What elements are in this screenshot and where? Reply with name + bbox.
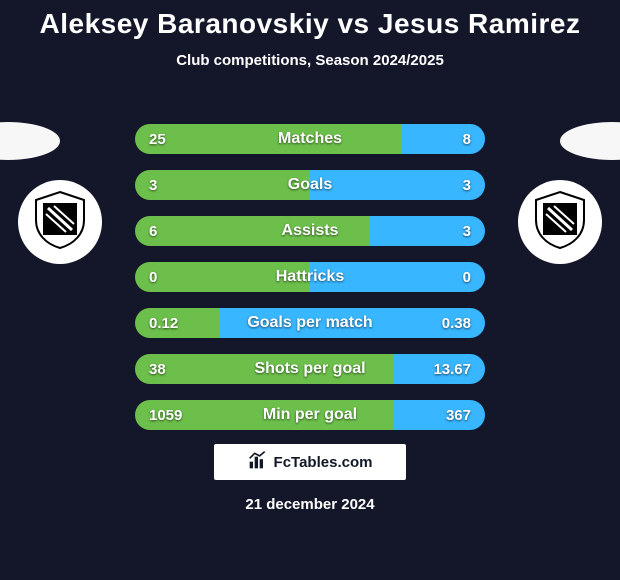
club-crest-icon	[30, 190, 90, 255]
chart-icon	[248, 450, 268, 475]
page-title: Aleksey Baranovskiy vs Jesus Ramirez	[0, 0, 620, 40]
footer-date: 21 december 2024	[0, 496, 620, 513]
left-player-ellipse	[0, 122, 60, 160]
left-club-badge	[18, 180, 102, 264]
right-club-badge	[518, 180, 602, 264]
stat-label: Goals	[135, 170, 485, 200]
brand-badge: FcTables.com	[214, 444, 406, 480]
stat-label: Hattricks	[135, 262, 485, 292]
stat-row: 63Assists	[135, 216, 485, 246]
right-player-ellipse	[560, 122, 620, 160]
stat-label: Goals per match	[135, 308, 485, 338]
stat-row: 1059367Min per goal	[135, 400, 485, 430]
stat-label: Matches	[135, 124, 485, 154]
stat-row: 258Matches	[135, 124, 485, 154]
stat-row: 0.120.38Goals per match	[135, 308, 485, 338]
page-subtitle: Club competitions, Season 2024/2025	[0, 52, 620, 69]
stats-bars: 258Matches 33Goals 63Assists 00Hattricks 0.1…	[135, 124, 485, 446]
stat-row: 00Hattricks	[135, 262, 485, 292]
stat-label: Assists	[135, 216, 485, 246]
stat-row: 33Goals	[135, 170, 485, 200]
club-crest-icon	[530, 190, 590, 255]
stat-label: Min per goal	[135, 400, 485, 430]
brand-text: FcTables.com	[274, 454, 373, 471]
stat-row: 3813.67Shots per goal	[135, 354, 485, 384]
stat-label: Shots per goal	[135, 354, 485, 384]
